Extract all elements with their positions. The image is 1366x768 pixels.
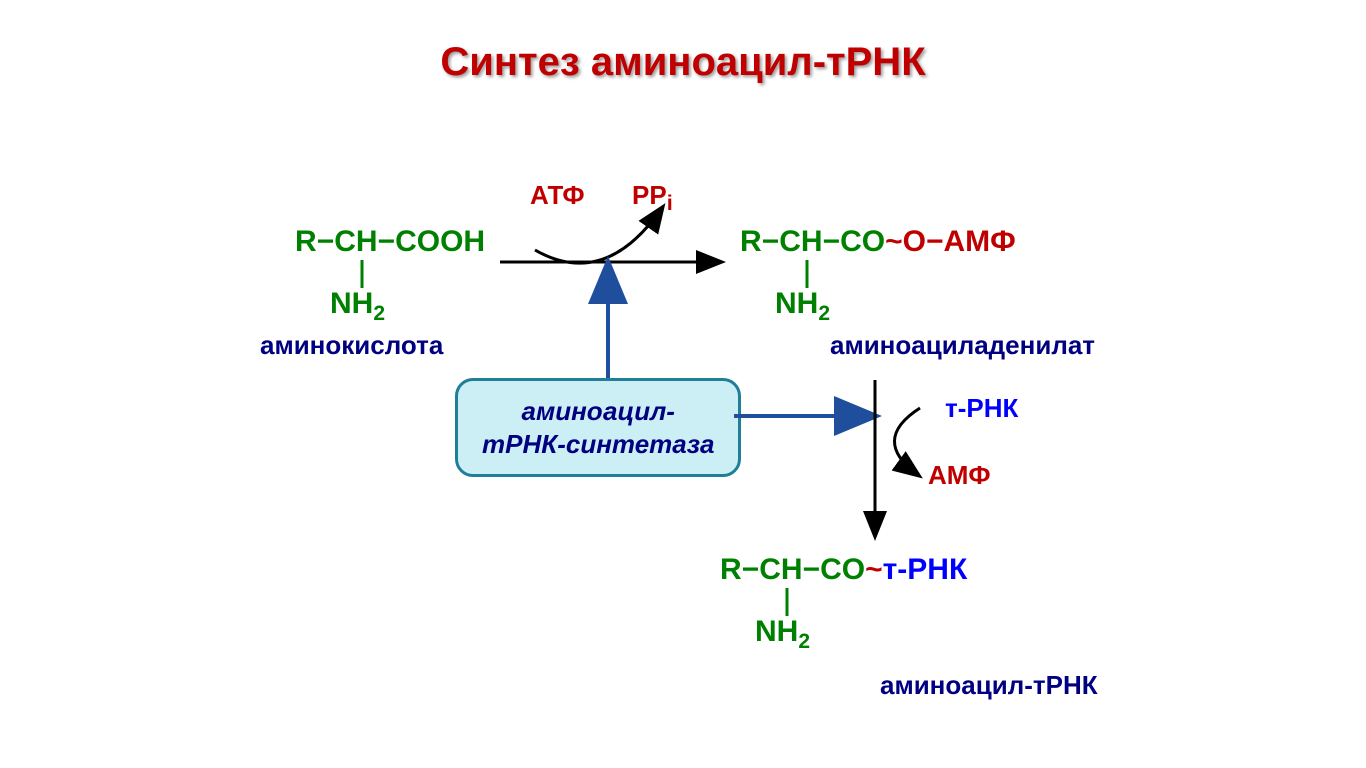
mol3-nh2-sub: 2 [798, 630, 810, 653]
mol2-R: R [740, 225, 762, 258]
title-text: Синтез аминоацил-тРНК [440, 40, 925, 84]
label-aminoacyl-trna: аминоацил-тРНК [880, 670, 1098, 701]
mol3-nh: NH [755, 615, 798, 648]
mol3-label-text: аминоацил-тРНК [880, 670, 1098, 700]
mol1-label-text: аминокислота [260, 330, 443, 360]
label-ppi: PPi [632, 180, 673, 216]
mol1-nh2-sub: 2 [373, 302, 385, 325]
mol2-CH: CH [779, 225, 822, 258]
arrow-trna-amp [894, 408, 920, 475]
mol3-R: R [720, 553, 742, 586]
mol3-CH: CH [759, 553, 802, 586]
atp-text: АТФ [530, 180, 585, 210]
enzyme-line2: тРНК-синтетаза [482, 429, 714, 459]
pp-text: PP [632, 180, 667, 210]
mol2-tilde: ~ [885, 225, 903, 258]
mol2-CO: CO [840, 225, 885, 258]
enzyme-box: аминоацил- тРНК-синтетаза [455, 378, 741, 477]
pp-sub: i [667, 190, 673, 215]
molecule-aminoacyladenylate: R−CH−CO~O−АМФ [740, 225, 1016, 259]
mol3-nh2: NH2 [755, 615, 810, 654]
mol1-COOH: COOH [395, 225, 485, 258]
enzyme-line1: аминоацил- [522, 396, 675, 426]
diagram-title: Синтез аминоацил-тРНК [440, 40, 925, 85]
mol2-nh2: NH2 [775, 287, 830, 326]
arrow-atp-ppi [535, 208, 662, 263]
mol1-nh: NH [330, 287, 373, 320]
mol2-label-text: аминоациладенилат [830, 330, 1095, 360]
label-atp: АТФ [530, 180, 585, 211]
mol3-CO: CO [820, 553, 865, 586]
label-aminoacid: аминокислота [260, 330, 443, 361]
amf-text: АМФ [928, 460, 991, 490]
mol3-tilde: ~ [865, 553, 883, 586]
molecule-aminoacyl-trna: R−CH−CO~т-РНК [720, 553, 967, 587]
label-trna-in: т-РНК [945, 393, 1018, 424]
molecule-aminoacid: R−CH−COOH [295, 225, 485, 259]
label-aminoacyladenylate: аминоациладенилат [830, 330, 1095, 361]
mol1-R: R [295, 225, 317, 258]
label-amp-out: АМФ [928, 460, 991, 491]
mol1-nh2: NH2 [330, 287, 385, 326]
mol2-AMF: АМФ [943, 225, 1015, 258]
mol3-trna: т-РНК [883, 553, 968, 586]
mol1-CH: CH [334, 225, 377, 258]
mol2-O: O [903, 225, 926, 258]
mol2-nh2-sub: 2 [818, 302, 830, 325]
mol2-nh: NH [775, 287, 818, 320]
trna-text: т-РНК [945, 393, 1018, 423]
